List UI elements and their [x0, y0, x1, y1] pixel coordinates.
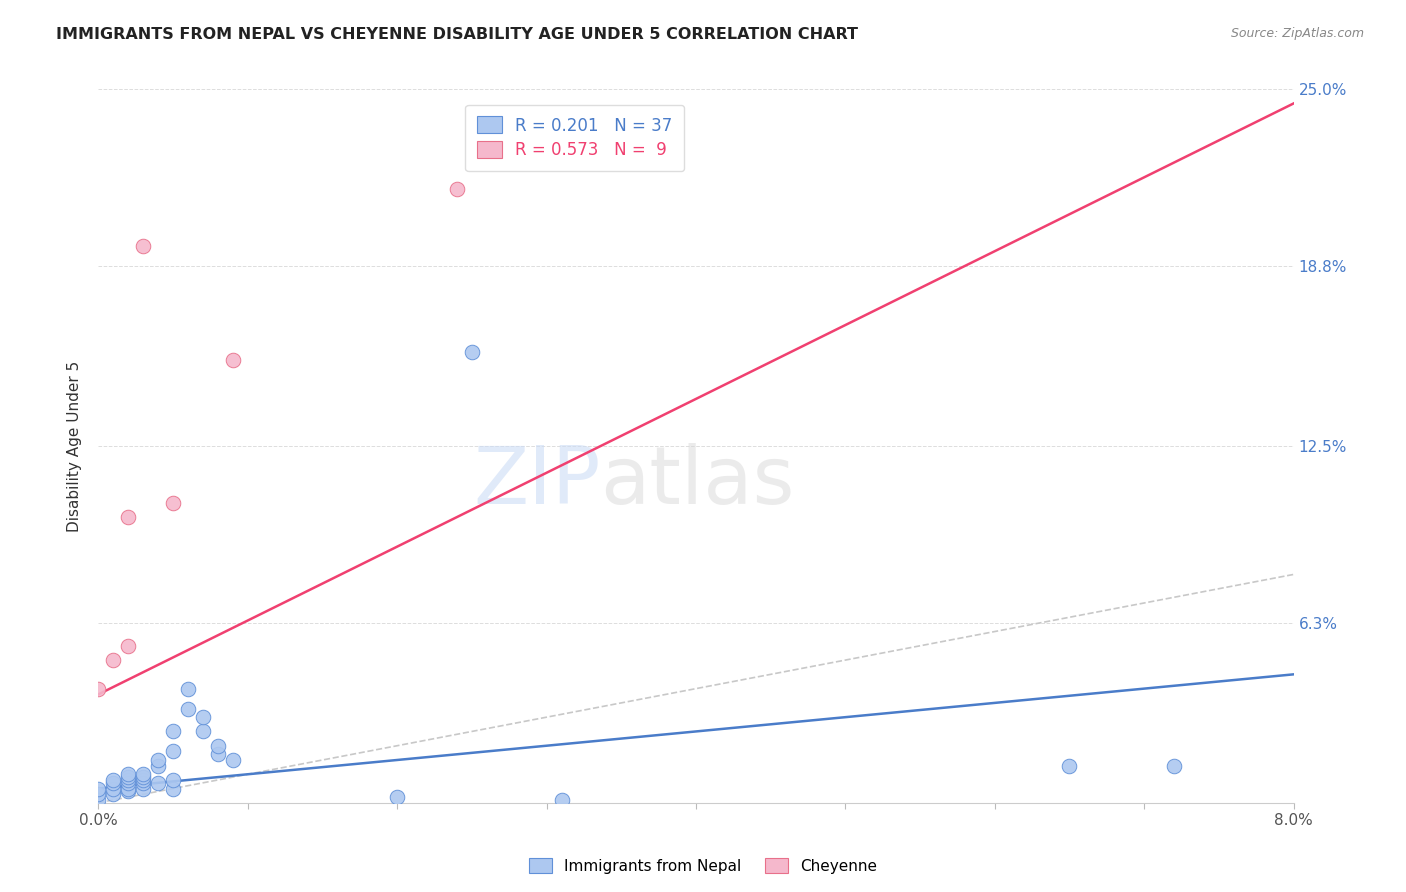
Point [655, 0, 678, 11]
Point [148, 776, 170, 790]
Point [117, 767, 139, 781]
Legend: R = 0.201   N = 37, R = 0.573   N =  9: R = 0.201 N = 37, R = 0.573 N = 9 [465, 104, 685, 171]
Point [132, 781, 155, 796]
Point [103, 653, 125, 667]
Point [117, 781, 139, 796]
Point [117, 639, 139, 653]
Point [148, 758, 170, 772]
Text: ZIP: ZIP [472, 442, 600, 521]
Point [132, 770, 155, 784]
Point [191, 710, 214, 724]
Point [177, 681, 200, 696]
Point [222, 753, 245, 767]
Text: Source: ZipAtlas.com: Source: ZipAtlas.com [1230, 27, 1364, 40]
Point [207, 739, 229, 753]
Point [117, 770, 139, 784]
Point [132, 239, 155, 253]
Point [162, 744, 184, 758]
Point [103, 781, 125, 796]
Point [550, 793, 572, 807]
Legend: Immigrants from Nepal, Cheyenne: Immigrants from Nepal, Cheyenne [523, 852, 883, 880]
Point [132, 767, 155, 781]
Point [148, 753, 170, 767]
Point [1059, 758, 1081, 772]
Point [117, 776, 139, 790]
Point [117, 510, 139, 524]
Point [446, 182, 468, 196]
Point [162, 724, 184, 739]
Point [132, 772, 155, 787]
Text: IMMIGRANTS FROM NEPAL VS CHEYENNE DISABILITY AGE UNDER 5 CORRELATION CHART: IMMIGRANTS FROM NEPAL VS CHEYENNE DISABI… [56, 27, 858, 42]
Point [87, 781, 110, 796]
Point [177, 701, 200, 715]
Point [117, 772, 139, 787]
Point [103, 787, 125, 801]
Point [1163, 758, 1185, 772]
Point [87, 793, 110, 807]
Point [132, 776, 155, 790]
Point [87, 681, 110, 696]
Point [117, 784, 139, 798]
Point [162, 496, 184, 510]
Text: atlas: atlas [600, 442, 794, 521]
Point [385, 790, 409, 805]
Point [222, 353, 245, 368]
Y-axis label: Disability Age Under 5: Disability Age Under 5 [67, 360, 83, 532]
Point [103, 772, 125, 787]
Point [87, 787, 110, 801]
Point [207, 747, 229, 762]
Point [162, 781, 184, 796]
Point [461, 344, 484, 359]
Point [103, 776, 125, 790]
Point [162, 772, 184, 787]
Point [191, 724, 214, 739]
